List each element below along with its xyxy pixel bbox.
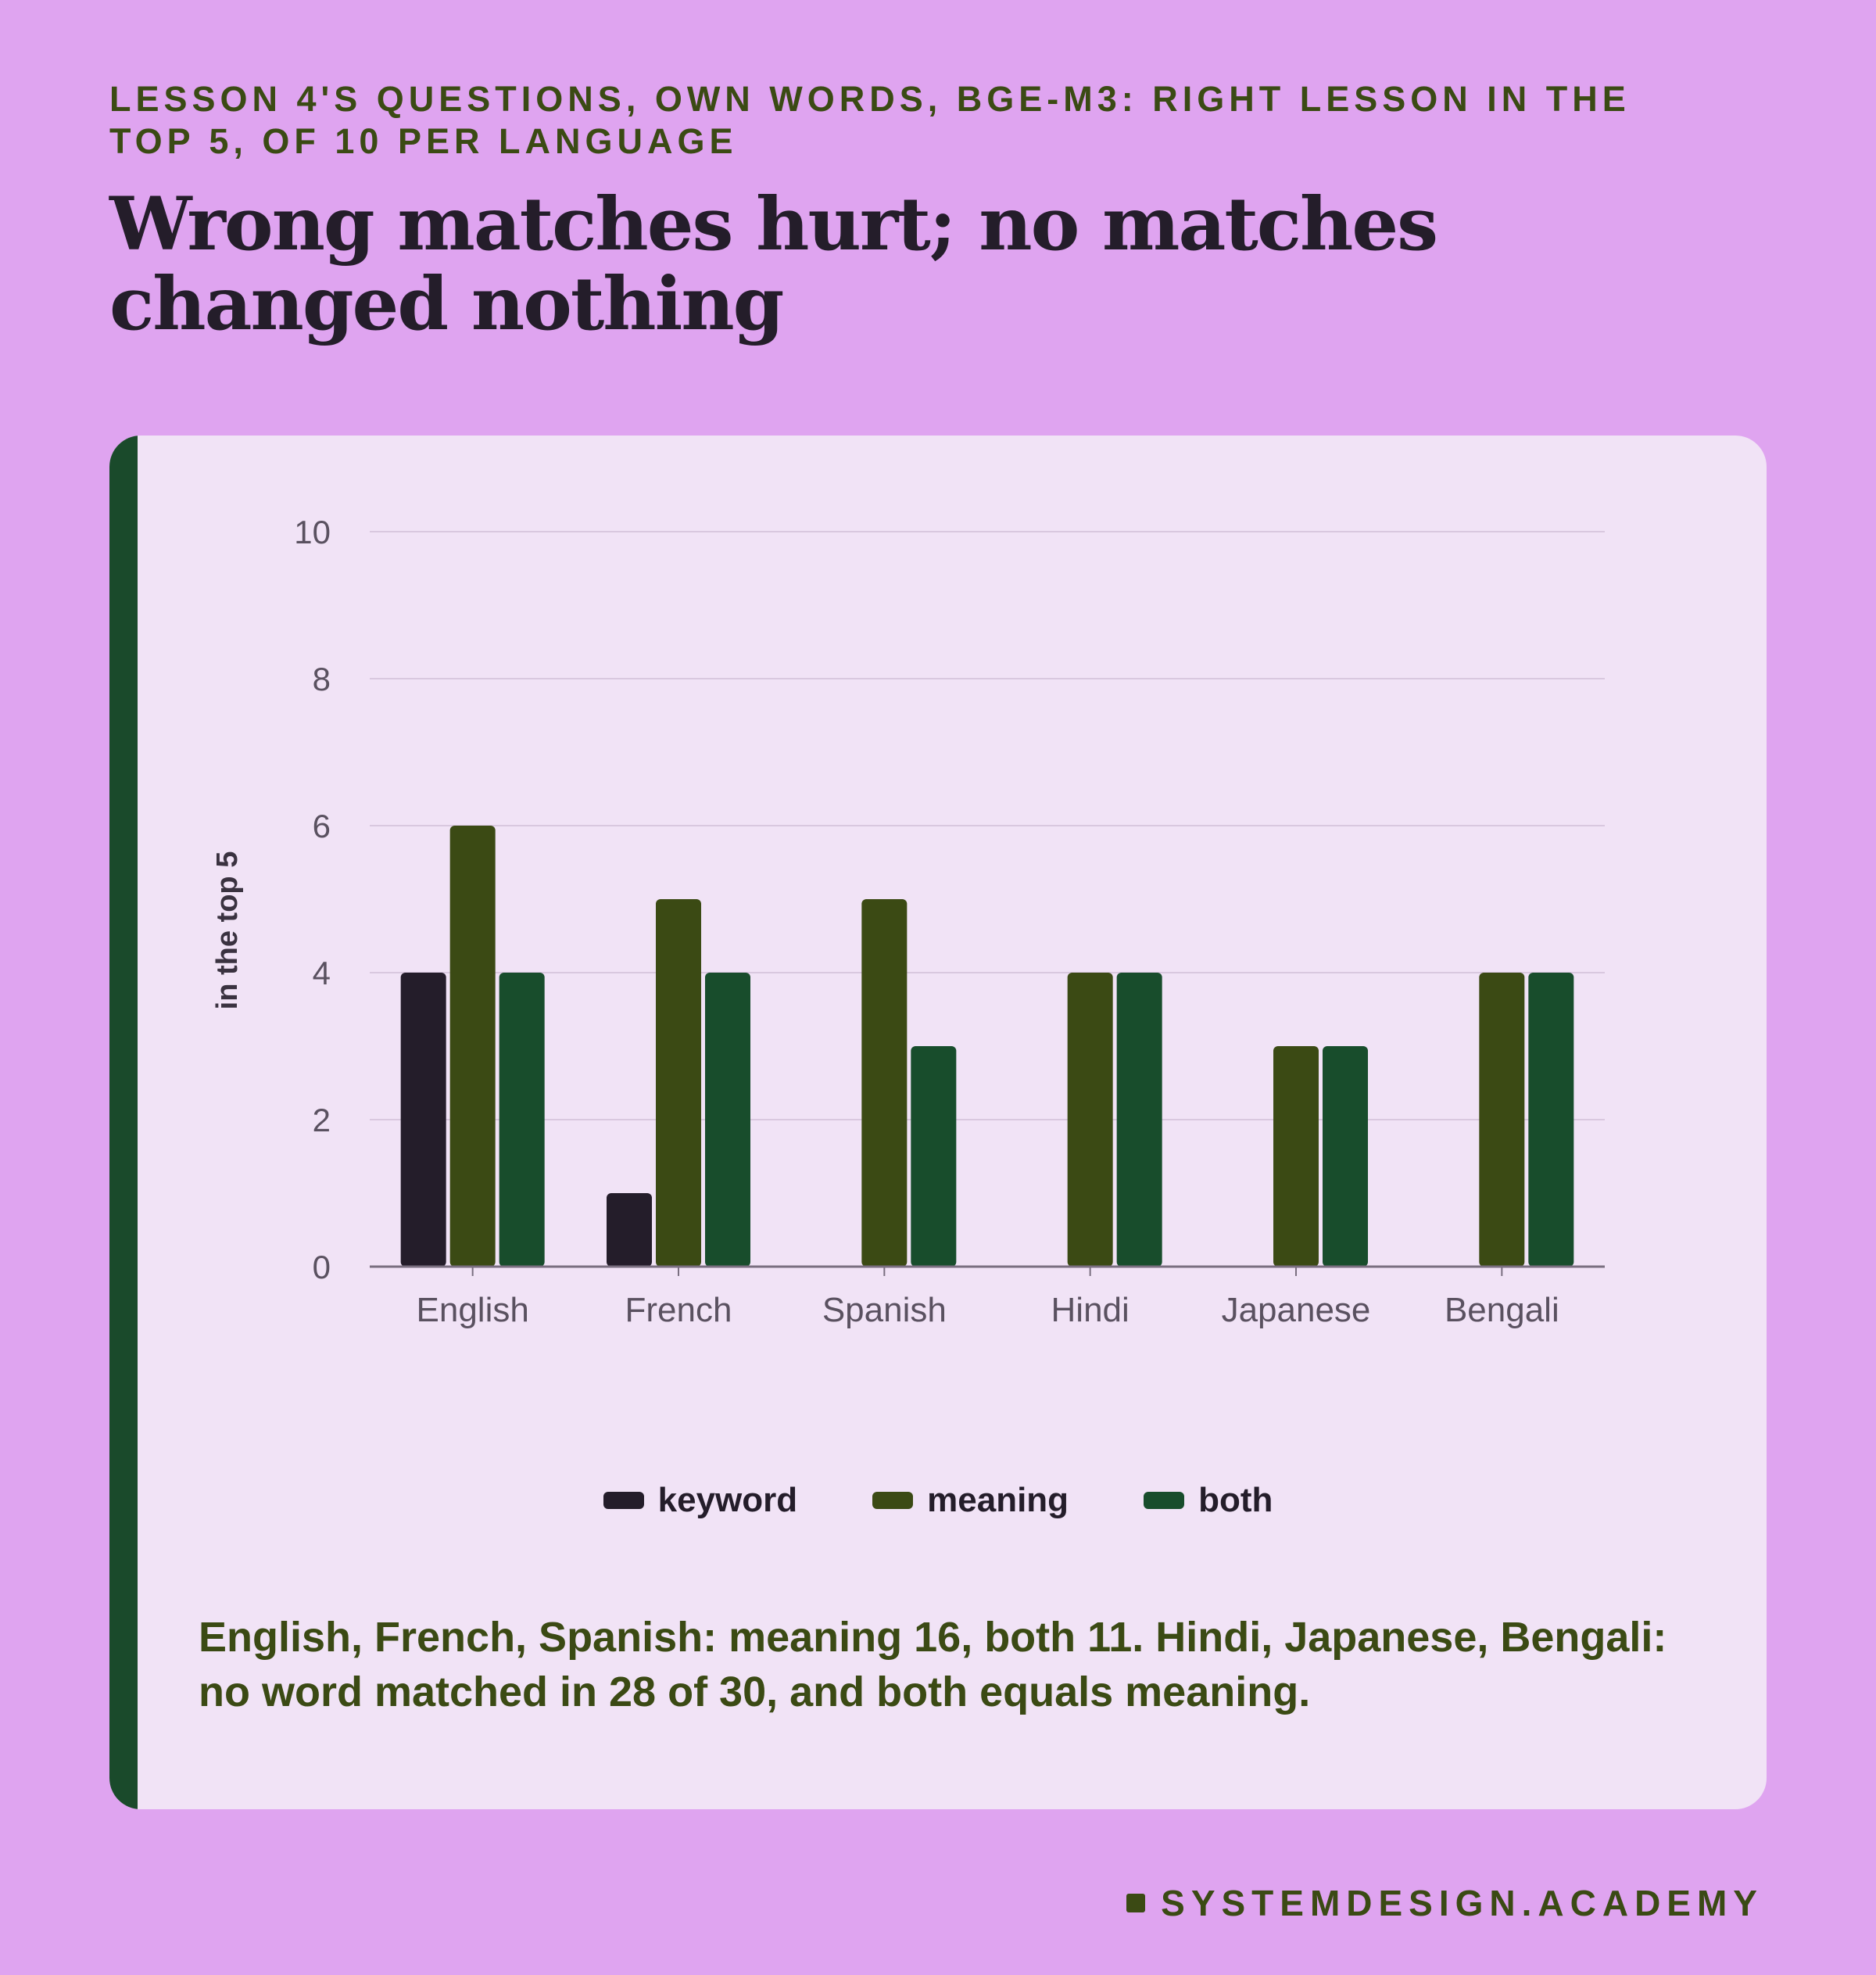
bar-both-spanish <box>911 1046 957 1267</box>
bar-keyword-french <box>607 1193 652 1267</box>
bar-chart: 0 2 4 6 8 10 in the top 5 English French Spanish H… <box>211 514 1605 1329</box>
legend-label: meaning <box>927 1481 1069 1519</box>
bar-meaning-english <box>449 826 496 1267</box>
x-tick-label: French <box>625 1291 732 1329</box>
x-tick-label: English <box>417 1291 529 1329</box>
x-tick-label: Japanese <box>1222 1291 1371 1329</box>
x-tick-label: Hindi <box>1051 1291 1130 1329</box>
bar-meaning-hindi <box>1067 973 1113 1267</box>
bar-meaning-bengali <box>1479 973 1525 1267</box>
x-tick-label: Bengali <box>1445 1291 1559 1329</box>
y-tick-label: 2 <box>313 1102 331 1138</box>
y-tick-label: 0 <box>313 1249 331 1285</box>
chart-note: English, French, Spanish: meaning 16, bo… <box>199 1614 1667 1715</box>
x-tick-label: Spanish <box>822 1291 947 1329</box>
legend-swatch <box>603 1492 644 1509</box>
bar-both-hindi <box>1116 973 1162 1267</box>
bar-keyword-english <box>400 973 446 1267</box>
brand-square-icon <box>1126 1894 1146 1912</box>
chart-eyebrow: LESSON 4'S QUESTIONS, OWN WORDS, BGE-M3:… <box>109 79 1631 161</box>
bar-meaning-french <box>656 899 701 1267</box>
bar-both-french <box>705 973 750 1267</box>
chart-legend: keyword meaning both <box>109 1481 1767 1520</box>
brand-name: SYSTEMDESIGN.ACADEMY <box>1161 1883 1763 1923</box>
legend-label: keyword <box>657 1481 798 1519</box>
y-tick-label: 4 <box>313 955 331 991</box>
chart-title: Wrong matches hurt; no matches changed n… <box>109 181 1438 347</box>
bar-both-english <box>499 973 545 1267</box>
bar-meaning-japanese <box>1273 1046 1319 1267</box>
legend-item-keyword: keyword <box>603 1481 798 1520</box>
legend-swatch <box>1144 1492 1185 1509</box>
brand-footer: SYSTEMDESIGN.ACADEMY <box>1126 1882 1763 1924</box>
legend-item-both: both <box>1144 1481 1273 1520</box>
bar-both-bengali <box>1528 973 1574 1267</box>
legend-swatch <box>872 1492 914 1509</box>
y-tick-label: 10 <box>294 514 331 550</box>
y-tick-label: 8 <box>313 661 331 697</box>
legend-item-meaning: meaning <box>872 1481 1069 1520</box>
y-tick-label: 6 <box>313 808 331 844</box>
bar-both-japanese <box>1323 1046 1368 1267</box>
bar-meaning-spanish <box>861 899 908 1267</box>
y-axis-title: in the top 5 <box>211 851 244 1010</box>
legend-label: both <box>1198 1481 1273 1519</box>
chart-card: 0 2 4 6 8 10 in the top 5 English French Spanish H… <box>109 436 1767 1809</box>
card-accent-bar <box>109 436 138 1809</box>
